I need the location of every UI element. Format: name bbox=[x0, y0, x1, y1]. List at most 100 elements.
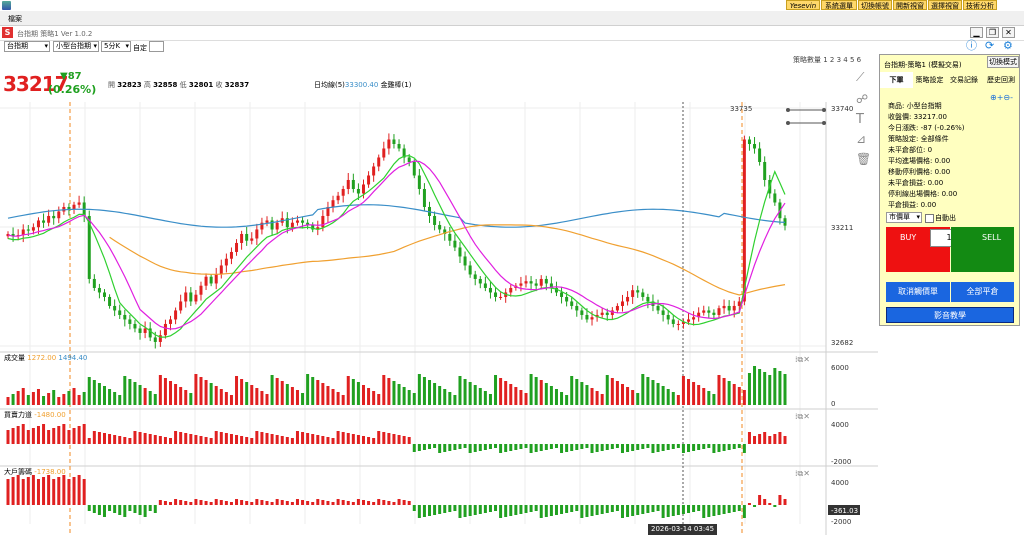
force-bar-125 bbox=[641, 444, 645, 449]
candle-50 bbox=[260, 222, 264, 230]
force-bar-13 bbox=[72, 428, 76, 444]
force-title-text: 買賣力道 bbox=[4, 411, 32, 419]
volume-bar-71 bbox=[367, 388, 371, 405]
top-button-4[interactable]: 選擇視窗 bbox=[928, 0, 962, 10]
volume-bar-20 bbox=[108, 389, 112, 405]
volume-bar-73 bbox=[377, 394, 381, 405]
restore-button[interactable]: ❐ bbox=[986, 27, 999, 38]
volume-bar-64 bbox=[331, 389, 335, 405]
volume-bar-2 bbox=[16, 391, 20, 405]
candle-69 bbox=[356, 188, 360, 194]
candle-37 bbox=[194, 294, 198, 302]
force-bar-38 bbox=[199, 436, 203, 444]
top-button-2[interactable]: 切換帳號 bbox=[858, 0, 892, 10]
ma-orange-line bbox=[109, 224, 786, 296]
tab-strategy[interactable]: 策略設定 bbox=[913, 72, 946, 88]
big-bar-1 bbox=[11, 477, 15, 505]
product-select[interactable]: 小型台指期 bbox=[53, 41, 99, 52]
big-bar-111 bbox=[570, 505, 574, 512]
text-tool-icon[interactable]: T bbox=[856, 112, 864, 127]
candle-25 bbox=[133, 323, 137, 329]
top-button-1[interactable]: 系統選單 bbox=[821, 0, 857, 10]
tab-backtest[interactable]: 歷史回測 bbox=[982, 72, 1020, 88]
volume-bar-48 bbox=[250, 385, 254, 405]
volume-bar-87 bbox=[448, 392, 452, 405]
candle-141 bbox=[722, 305, 726, 309]
candle-136 bbox=[697, 312, 701, 318]
big-bar-85 bbox=[438, 505, 442, 514]
volume-bar-153 bbox=[783, 374, 787, 405]
volume-bar-47 bbox=[245, 382, 249, 405]
force-bar-65 bbox=[336, 431, 340, 444]
volume-bar-5 bbox=[31, 392, 35, 405]
custom-input[interactable] bbox=[149, 41, 164, 52]
force-bar-105 bbox=[539, 444, 543, 451]
refresh-icon[interactable]: ⟳ bbox=[985, 39, 995, 52]
volume-bar-53 bbox=[275, 378, 279, 405]
top-button-5[interactable]: 技術分析 bbox=[963, 0, 997, 10]
order-type-select[interactable]: 市價單 bbox=[886, 212, 922, 223]
volume-bar-132 bbox=[676, 395, 680, 405]
volume-bar-6 bbox=[36, 389, 40, 405]
ma-blue-line bbox=[7, 204, 786, 228]
trash-icon[interactable]: 🗑 bbox=[856, 152, 872, 166]
candle-97 bbox=[499, 296, 503, 298]
low-value: 32801 bbox=[188, 81, 214, 89]
volume-bar-54 bbox=[280, 381, 284, 405]
switch-mode-button[interactable]: 切換模式 bbox=[987, 56, 1019, 68]
close-all-button[interactable]: 全部平倉 bbox=[951, 282, 1014, 302]
info-line-2: 今日漲跌: -87 (-0.26%) bbox=[888, 124, 965, 132]
volume-bar-92 bbox=[473, 385, 477, 405]
candle-36 bbox=[189, 292, 193, 302]
candle-66 bbox=[341, 188, 345, 196]
green-line bbox=[7, 154, 786, 338]
minimize-button[interactable]: ▁ bbox=[970, 27, 983, 38]
panel-zoom-icons[interactable]: ⊕+⊖- bbox=[990, 93, 1013, 102]
candle-43 bbox=[224, 258, 228, 266]
volume-bar-82 bbox=[422, 377, 426, 405]
fib-tool-icon[interactable]: ⊿ bbox=[856, 132, 867, 146]
path-tool-icon[interactable]: ☍ bbox=[856, 92, 869, 106]
volume-bar-46 bbox=[240, 379, 244, 405]
candle-133 bbox=[681, 321, 685, 324]
tab-records[interactable]: 交易記錄 bbox=[946, 72, 982, 88]
big-bar-101 bbox=[519, 505, 523, 514]
big-bar-62 bbox=[321, 500, 325, 505]
volume-bar-108 bbox=[554, 389, 558, 405]
interval-select[interactable]: 5分K bbox=[101, 41, 131, 52]
force-bar-130 bbox=[666, 444, 670, 450]
big-bar-91 bbox=[468, 505, 472, 516]
candle-151 bbox=[773, 193, 777, 203]
auto-out-checkbox[interactable] bbox=[925, 214, 934, 223]
volume-bar-117 bbox=[600, 394, 604, 405]
close-button[interactable]: ✕ bbox=[1002, 27, 1015, 38]
big-bar-74 bbox=[382, 500, 386, 505]
force-bar-60 bbox=[311, 434, 315, 444]
candle-71 bbox=[367, 175, 371, 185]
sell-button[interactable]: SELL bbox=[951, 227, 1014, 272]
tutorial-button[interactable]: 影音教學 bbox=[886, 307, 1014, 323]
big-bar-147 bbox=[753, 505, 757, 507]
tab-order[interactable]: 下單 bbox=[880, 72, 913, 88]
big-value: -1738.00 bbox=[34, 468, 66, 476]
big-current-bg bbox=[828, 505, 860, 515]
cancel-trigger-button[interactable]: 取消觸價單 bbox=[886, 282, 950, 302]
top-button-3[interactable]: 開新視窗 bbox=[893, 0, 927, 10]
signal-icon[interactable]: ⓘ bbox=[966, 39, 977, 52]
candle-7 bbox=[42, 220, 46, 223]
force-bar-54 bbox=[280, 436, 284, 444]
low-label: 低 bbox=[179, 81, 187, 89]
top-button-0[interactable]: Yesevin bbox=[786, 0, 820, 10]
volume-bar-10 bbox=[57, 397, 61, 405]
force-bar-26 bbox=[138, 432, 142, 444]
menu-file[interactable]: 檔案 bbox=[8, 15, 22, 23]
volume-bar-141 bbox=[722, 378, 726, 405]
symbol-select[interactable]: 台指期 bbox=[4, 41, 50, 52]
big-bar-141 bbox=[722, 505, 726, 514]
trendline-tool-icon[interactable]: ⟋ bbox=[856, 70, 865, 84]
settings-icon[interactable]: ⚙ bbox=[1003, 39, 1013, 52]
volume-bar-84 bbox=[433, 383, 437, 405]
chart-area[interactable]: 33740 33211 32682 33735 6000 0 4000 -2000 4000 -2… bbox=[0, 54, 878, 535]
axes: 33740 33211 32682 33735 6000 0 4000 -2000 4000 -2… bbox=[730, 105, 860, 526]
trade-panel: 台指期-策略1 (模擬交易) 切換模式 下單 策略設定 交易記錄 歷史回測 ⊕+… bbox=[879, 54, 1020, 326]
